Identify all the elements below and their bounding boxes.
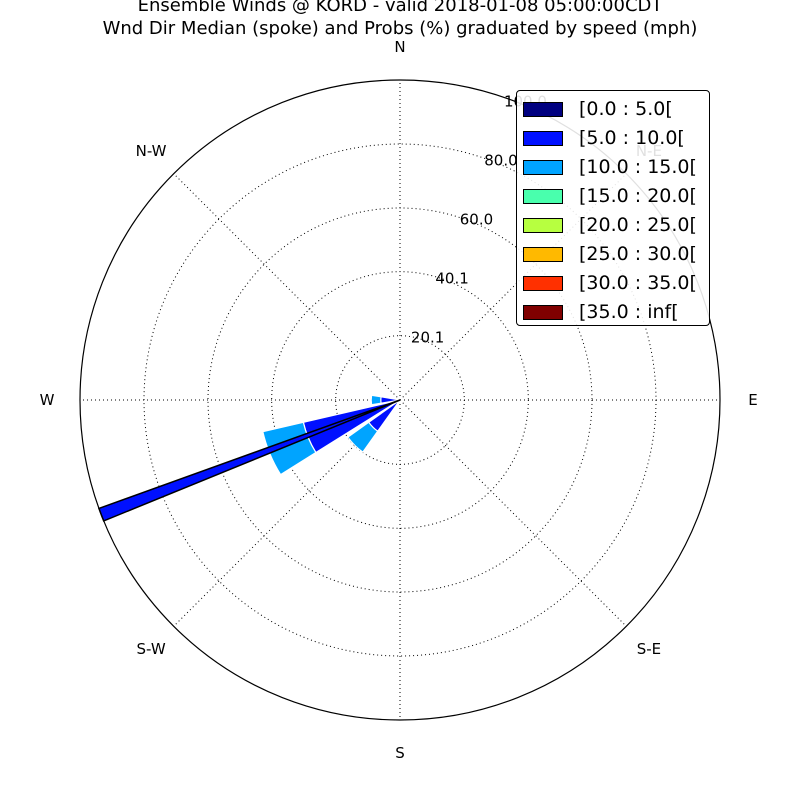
legend-swatch — [523, 131, 563, 146]
wind-bar-segment — [347, 421, 379, 453]
grid-spoke — [173, 173, 401, 401]
legend-label: [0.0 : 5.0[ — [579, 98, 673, 120]
grid-spoke — [173, 399, 401, 627]
legend-label: [30.0 : 35.0[ — [579, 272, 697, 294]
direction-label-n: N — [394, 38, 405, 56]
legend-label: [25.0 : 30.0[ — [579, 243, 697, 265]
legend-entry: [25.0 : 30.0[ — [517, 240, 711, 269]
legend-entry: [0.0 : 5.0[ — [517, 95, 711, 124]
direction-label-e: E — [748, 391, 757, 409]
direction-label-s: S — [395, 744, 405, 762]
direction-label-s-e: S-E — [637, 640, 661, 658]
radial-tick-label: 40.1 — [435, 269, 468, 287]
legend-label: [20.0 : 25.0[ — [579, 214, 697, 236]
outer-ring — [79, 79, 721, 721]
legend-label: [5.0 : 10.0[ — [579, 127, 685, 149]
direction-label-n-w: N-W — [136, 142, 167, 160]
direction-label-s-w: S-W — [137, 640, 166, 658]
legend: [0.0 : 5.0[ [5.0 : 10.0[ [10.0 : 15.0[ [15.… — [516, 90, 710, 326]
legend-swatch — [523, 102, 563, 117]
legend-label: [35.0 : inf[ — [579, 301, 679, 323]
chart-title: Ensemble Winds @ KORD - valid 2018-01-08… — [0, 0, 800, 40]
legend-entry: [35.0 : inf[ — [517, 298, 711, 327]
chart-title-line2: Wnd Dir Median (spoke) and Probs (%) gra… — [102, 18, 698, 39]
legend-swatch — [523, 160, 563, 175]
grid-spoke — [399, 399, 627, 627]
legend-entry: [30.0 : 35.0[ — [517, 269, 711, 298]
median-spoke-bar — [97, 399, 401, 522]
legend-entry: [5.0 : 10.0[ — [517, 124, 711, 153]
median-spoke — [97, 399, 401, 522]
legend-swatch — [523, 247, 563, 262]
direction-label-w: W — [40, 391, 55, 409]
polar-grid — [80, 80, 720, 720]
legend-swatch — [523, 305, 563, 320]
grid-spoke — [399, 173, 627, 401]
legend-swatch — [523, 218, 563, 233]
radial-tick-label: 80.0 — [484, 151, 517, 169]
legend-swatch — [523, 189, 563, 204]
legend-label: [10.0 : 15.0[ — [579, 156, 697, 178]
radial-tick-label: 20.1 — [411, 329, 444, 347]
wind-bar-segment — [370, 394, 382, 406]
legend-swatch — [523, 276, 563, 291]
legend-label: [15.0 : 20.0[ — [579, 185, 697, 207]
legend-entry: [10.0 : 15.0[ — [517, 153, 711, 182]
legend-entry: [15.0 : 20.0[ — [517, 182, 711, 211]
radial-tick-label: 60.0 — [460, 211, 493, 229]
chart-title-line1: Ensemble Winds @ KORD - valid 2018-01-08… — [137, 0, 663, 16]
wind-bar-segment — [302, 399, 401, 454]
legend-entry: [20.0 : 25.0[ — [517, 211, 711, 240]
